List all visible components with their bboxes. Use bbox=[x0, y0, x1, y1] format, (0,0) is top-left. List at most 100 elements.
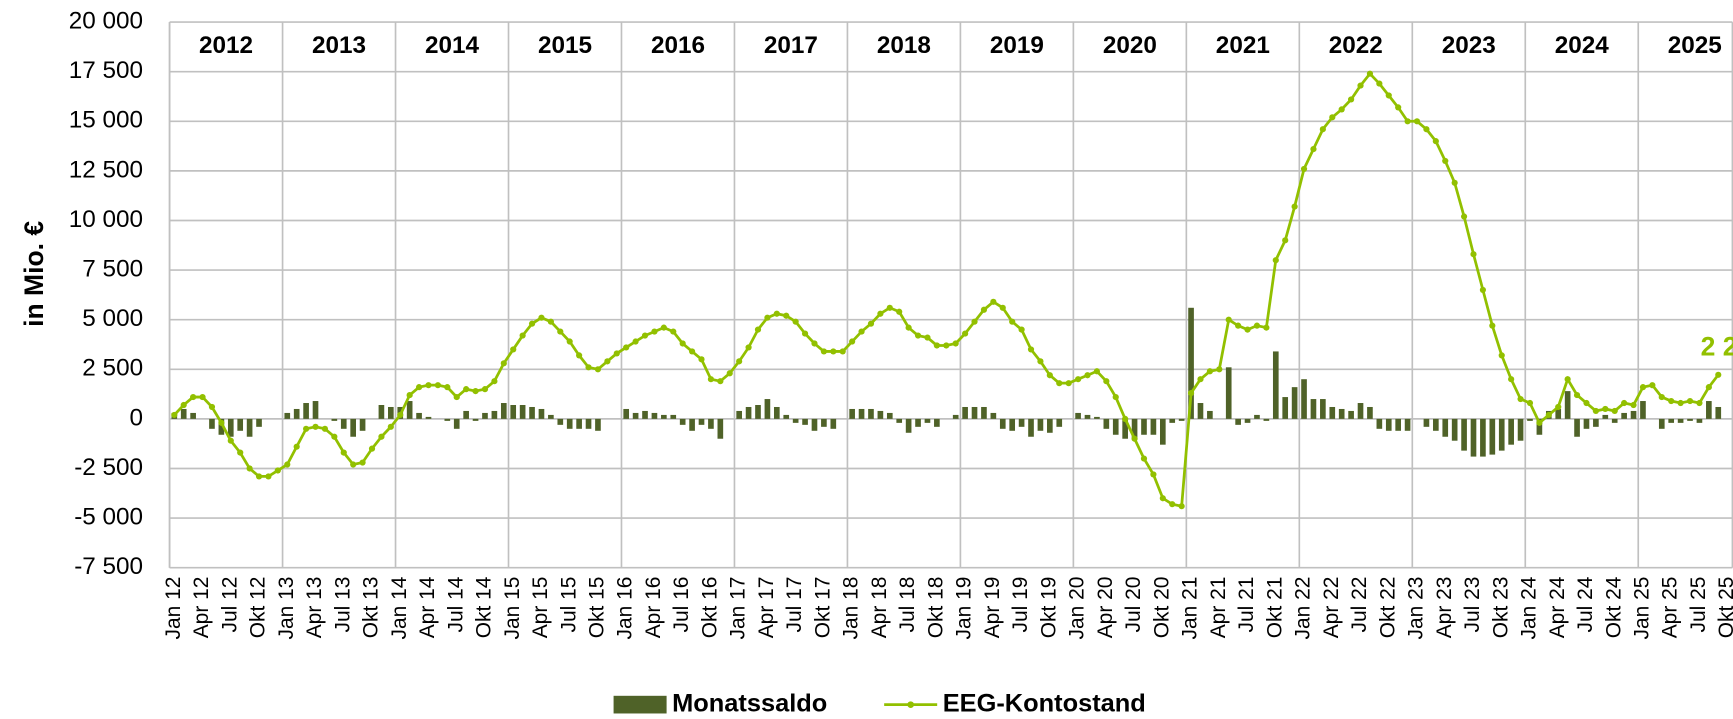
line-point bbox=[284, 461, 291, 468]
line-point bbox=[773, 310, 780, 317]
line-point bbox=[1140, 455, 1148, 462]
x-tick-label: Okt 16 bbox=[698, 577, 721, 639]
line-point bbox=[1395, 104, 1402, 111]
line-point bbox=[481, 386, 489, 393]
y-tick-label: 7 500 bbox=[82, 256, 143, 283]
line-point bbox=[1573, 391, 1581, 399]
line-point bbox=[406, 391, 413, 399]
x-tick-label: Jan 25 bbox=[1631, 577, 1654, 640]
x-tick-label: Jul 16 bbox=[670, 577, 693, 633]
y-axis-label: in Mio. € bbox=[19, 221, 49, 327]
legend-swatch bbox=[907, 701, 914, 708]
x-tick-label: Jul 14 bbox=[444, 576, 467, 632]
bar bbox=[1480, 418, 1486, 457]
line-point bbox=[1197, 376, 1204, 383]
line-point bbox=[670, 328, 677, 335]
year-label: 2017 bbox=[764, 32, 818, 59]
x-tick-label: Jan 21 bbox=[1179, 577, 1202, 640]
bar bbox=[745, 406, 752, 419]
bar bbox=[519, 405, 526, 419]
line-point bbox=[820, 348, 827, 355]
bar bbox=[1611, 418, 1618, 423]
line-point bbox=[397, 411, 404, 419]
line-point bbox=[218, 419, 225, 426]
line-point bbox=[472, 388, 479, 395]
line-point bbox=[924, 334, 931, 341]
line-point bbox=[519, 332, 526, 339]
line-point bbox=[1451, 179, 1458, 186]
bar bbox=[256, 418, 262, 427]
line-point bbox=[1282, 237, 1289, 244]
bar bbox=[821, 418, 827, 427]
bar bbox=[1677, 418, 1684, 423]
line-point bbox=[1112, 393, 1119, 401]
x-tick-label: Jan 24 bbox=[1518, 576, 1541, 639]
line bbox=[173, 71, 1720, 508]
line-point bbox=[1225, 316, 1232, 323]
year-label: 2021 bbox=[1216, 32, 1270, 59]
legend-label: Monatssaldo bbox=[672, 689, 827, 717]
x-tick-label: Jul 25 bbox=[1687, 577, 1710, 633]
bar bbox=[1385, 418, 1392, 431]
line-point bbox=[1018, 326, 1025, 333]
x-tick-label: Jul 19 bbox=[1009, 577, 1032, 633]
x-tick-label: Jul 22 bbox=[1348, 577, 1371, 633]
bar bbox=[1150, 418, 1157, 435]
line-point bbox=[1526, 399, 1534, 407]
bar bbox=[190, 412, 196, 419]
bar bbox=[736, 410, 742, 419]
bar bbox=[755, 405, 761, 419]
bar bbox=[999, 418, 1006, 429]
bar bbox=[491, 410, 498, 419]
line-point bbox=[1545, 411, 1552, 419]
x-tick-label: Jan 18 bbox=[840, 577, 863, 640]
line-point bbox=[679, 340, 686, 347]
bar bbox=[1122, 418, 1128, 439]
x-tick-label: Jan 23 bbox=[1405, 577, 1428, 640]
line-point bbox=[1470, 251, 1477, 258]
bar bbox=[1461, 418, 1467, 451]
bar bbox=[227, 418, 234, 437]
line-point bbox=[594, 366, 602, 373]
line-point bbox=[237, 449, 244, 456]
bar bbox=[1225, 367, 1232, 419]
x-tick-label: Okt 17 bbox=[811, 577, 834, 639]
line-point bbox=[1178, 503, 1185, 510]
line-point bbox=[707, 376, 715, 383]
x-tick-label: Jul 17 bbox=[783, 577, 806, 633]
bar bbox=[1527, 418, 1533, 421]
line-point bbox=[1658, 393, 1665, 401]
line-point bbox=[943, 342, 950, 349]
line-point bbox=[1508, 376, 1515, 383]
x-tick-label: Jan 15 bbox=[501, 577, 524, 640]
bar bbox=[1207, 410, 1213, 419]
x-tick-label: Jan 22 bbox=[1292, 577, 1315, 640]
x-tick-label: Okt 24 bbox=[1602, 576, 1625, 638]
y-tick-label: 12 500 bbox=[69, 156, 143, 183]
line-point bbox=[1705, 384, 1712, 391]
line-point bbox=[1093, 368, 1101, 375]
line-point bbox=[1536, 419, 1543, 426]
bar bbox=[303, 403, 309, 419]
y-tick-label: -7 500 bbox=[74, 553, 143, 580]
bar bbox=[1564, 391, 1571, 419]
year-label: 2014 bbox=[425, 32, 480, 59]
x-tick-label: Jan 13 bbox=[275, 577, 298, 640]
bar bbox=[773, 406, 780, 419]
x-tick-label: Jul 23 bbox=[1461, 577, 1484, 633]
x-tick-label: Jul 20 bbox=[1122, 577, 1145, 633]
line-point bbox=[1583, 399, 1590, 407]
line-point bbox=[830, 348, 837, 355]
bar bbox=[1451, 418, 1458, 441]
bar bbox=[538, 408, 545, 419]
bar bbox=[1630, 410, 1637, 419]
line-point bbox=[1423, 126, 1430, 133]
bar bbox=[924, 418, 931, 423]
bar bbox=[651, 412, 658, 419]
line-point bbox=[1649, 382, 1656, 389]
line-point bbox=[1366, 70, 1374, 77]
line-point bbox=[1715, 371, 1722, 378]
line-point bbox=[726, 370, 733, 377]
line-point bbox=[1065, 380, 1072, 387]
line-point bbox=[1319, 126, 1326, 133]
